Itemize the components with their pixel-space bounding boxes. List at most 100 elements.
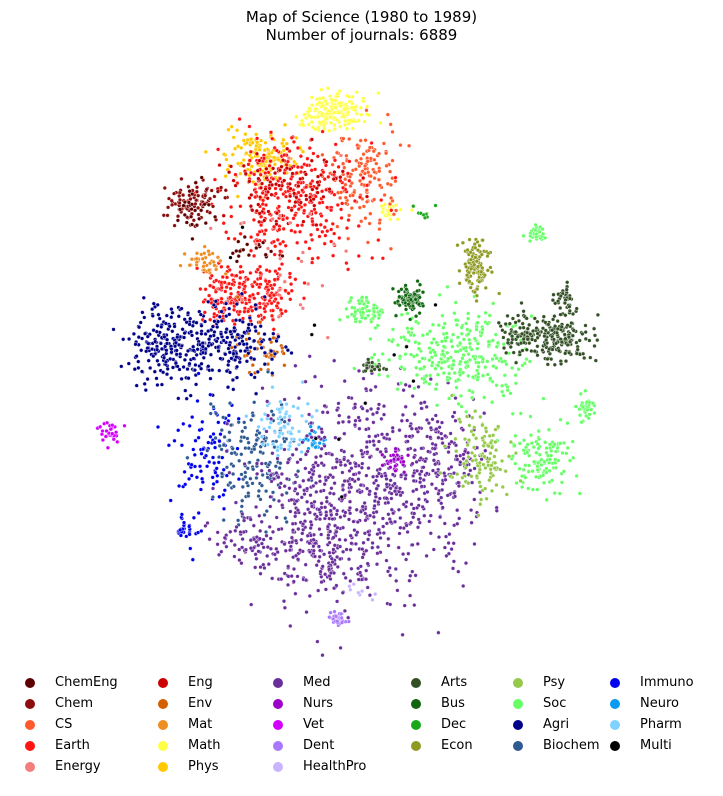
point-med [224,544,229,549]
point-arts [583,323,588,328]
point-soc [535,487,540,492]
point-immuno [168,498,173,503]
point-med [468,468,473,473]
point-arts [558,312,563,317]
point-soc [387,357,392,362]
point-soc [476,374,481,380]
point-agri [234,354,239,360]
point-cs [344,153,349,158]
point-earth [219,264,224,269]
point-agri [258,324,263,329]
point-psy [481,443,486,448]
point-agri [199,366,204,371]
point-pharm [304,419,309,424]
point-med [398,515,403,521]
legend-item-vet: Vet [266,714,366,735]
point-med [258,571,263,576]
point-biochem [284,519,289,525]
point-nurs [391,457,397,462]
point-earth [228,295,233,300]
point-med [295,491,300,496]
point-earth [273,297,278,302]
point-immuno [221,467,226,472]
point-agri [262,294,267,299]
point-med [472,466,477,471]
legend-item-dent: Dent [266,735,366,756]
legend-marker-icon [158,698,168,709]
point-med [268,546,273,551]
point-econ [497,291,502,296]
point-chemeng [269,249,274,254]
point-med [290,452,295,457]
point-earth [322,241,327,246]
point-eng [287,181,292,186]
point-med [327,540,332,545]
point-cs [339,190,344,195]
point-earth [315,227,320,232]
point-earth [356,253,361,259]
point-biochem [251,467,256,472]
point-med [337,413,342,418]
point-agri [240,334,245,339]
point-soc [442,321,447,326]
legend-label: Med [303,675,331,690]
point-med [356,415,361,420]
point-earth [281,239,286,244]
point-math [313,106,318,111]
point-med [267,524,272,529]
point-agri [184,320,189,325]
point-agri [255,369,260,374]
point-med [243,547,248,552]
point-psy [506,454,512,459]
point-soc [470,395,475,400]
point-math [309,119,314,125]
point-soc [537,229,542,234]
point-med [367,434,372,439]
point-math [350,94,355,99]
point-pharm [287,444,293,449]
legend-item-mat: Mat [151,714,221,735]
point-med [431,458,436,463]
point-soc [439,339,445,344]
point-psy [483,465,488,471]
legend-label: Mat [188,717,213,732]
point-agri [227,350,232,355]
point-immuno [214,479,220,484]
point-soc [361,310,366,315]
point-arts [530,328,536,334]
point-soc [547,442,553,447]
point-soc [352,366,357,371]
point-soc [442,359,447,364]
point-earth [245,277,250,282]
point-med [340,487,346,492]
point-eng [256,176,261,181]
point-soc [476,364,481,369]
point-soc [362,301,367,307]
point-immuno [187,532,192,537]
point-cs [335,224,340,229]
point-med [377,496,382,501]
point-earth [279,296,284,301]
point-eng [324,159,329,164]
point-agri [181,364,186,370]
point-soc [451,332,456,337]
point-econ [474,298,479,304]
point-agri [121,337,126,342]
point-agri [233,318,239,323]
point-agri [155,347,160,352]
point-pharm [282,415,287,420]
point-med [287,418,292,423]
point-arts [543,337,549,343]
point-nurs [393,468,398,473]
point-mat [202,244,207,249]
point-neuro [310,442,315,447]
point-earth [337,235,342,241]
point-med [401,502,406,507]
point-math [314,97,320,102]
point-math [307,113,312,118]
point-soc [464,409,469,414]
point-earth [212,177,217,182]
legend-item-psy: Psy [506,672,600,693]
point-earth [301,296,307,301]
point-soc [476,360,481,365]
